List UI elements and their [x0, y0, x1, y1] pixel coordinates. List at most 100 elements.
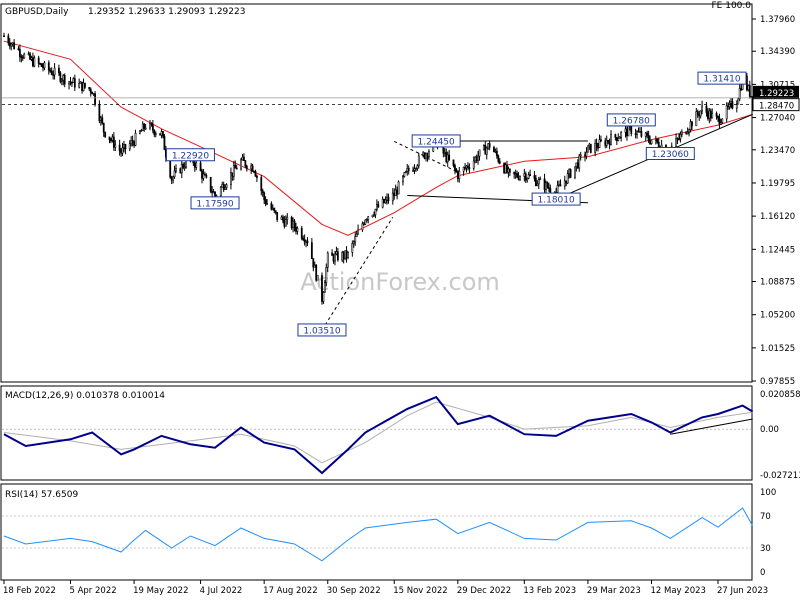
candle-body — [131, 140, 134, 143]
candle-body — [144, 127, 147, 130]
candle-body — [323, 282, 326, 293]
price-tick-label: 1.01525 — [760, 344, 795, 354]
candle-body — [575, 162, 578, 168]
candle-body — [256, 175, 258, 178]
candle-body — [678, 138, 680, 140]
candle-body — [608, 141, 611, 146]
candle-body — [534, 177, 537, 186]
candle-body — [345, 250, 348, 258]
candle-body — [138, 130, 141, 134]
candle-body — [402, 176, 404, 183]
candle-body — [423, 152, 426, 159]
candle-body — [33, 57, 36, 67]
candle-body — [730, 101, 732, 104]
candle-body — [91, 92, 94, 95]
candle-body — [282, 216, 284, 221]
candle-body — [201, 170, 203, 179]
candle-body — [306, 240, 309, 243]
candle-body — [160, 131, 163, 136]
candle-body — [452, 159, 455, 166]
candle-body — [230, 172, 232, 186]
candle-body — [547, 187, 550, 189]
candle-body — [706, 112, 709, 119]
candle-body — [578, 155, 581, 169]
candle-body — [221, 183, 224, 188]
rsi-line — [3, 507, 754, 562]
rsi-label: RSI(14) 57.6509 — [5, 490, 78, 500]
candle-body — [588, 143, 591, 147]
candle-body — [344, 250, 347, 259]
candle-body — [508, 168, 511, 173]
candle-body — [27, 53, 30, 56]
candle-body — [727, 105, 730, 108]
candle-body — [101, 117, 104, 124]
candle-body — [261, 190, 264, 194]
candle-body — [102, 122, 105, 133]
candle-body — [646, 132, 649, 136]
candle-body — [78, 83, 81, 88]
candle-body — [3, 35, 5, 38]
candle-body — [747, 85, 750, 91]
candle-body — [689, 121, 692, 131]
candle-body — [523, 173, 526, 177]
candle-body — [179, 168, 182, 174]
candle-body — [475, 156, 478, 162]
candle-body — [494, 150, 497, 153]
candle-body — [114, 144, 117, 148]
candle-body — [250, 165, 253, 170]
candle-body — [600, 139, 602, 142]
candle-body — [13, 42, 16, 50]
x-tick-label: 29 Mar 2023 — [587, 586, 641, 596]
candle-body — [377, 204, 380, 208]
candle-body — [232, 165, 235, 177]
candle-body — [708, 110, 711, 119]
candle-body — [630, 126, 633, 134]
candle-body — [719, 122, 722, 125]
candle-body — [322, 292, 325, 302]
candle-body — [594, 142, 597, 153]
candle-body — [715, 113, 718, 117]
candle-body — [373, 214, 375, 217]
candle-body — [351, 243, 354, 253]
candle-body — [584, 154, 586, 157]
macd-tick-label: -0.027213 — [760, 471, 800, 481]
candle-body — [354, 236, 357, 243]
x-tick-label: 13 Feb 2023 — [523, 586, 576, 596]
candle-body — [316, 275, 319, 281]
candle-body — [72, 78, 75, 83]
candle-body — [462, 167, 465, 172]
candle-body — [52, 74, 55, 76]
candle-body — [576, 162, 579, 169]
candle-body — [507, 168, 510, 173]
candle-body — [20, 56, 23, 58]
current-price-label: 1.29223 — [759, 89, 794, 99]
candle-body — [204, 173, 206, 176]
candle-body — [214, 191, 216, 197]
candle-body — [381, 198, 384, 208]
annotation-box — [606, 113, 656, 127]
candle-body — [183, 166, 186, 169]
candle-body — [569, 169, 572, 178]
candle-body — [610, 134, 612, 146]
candle-body — [412, 170, 414, 172]
x-tick-label: 27 Jun 2023 — [717, 586, 768, 596]
candle-body — [639, 131, 641, 133]
candle-body — [59, 72, 62, 82]
candle-body — [296, 227, 299, 232]
candle-body — [679, 134, 682, 140]
candle-body — [29, 53, 31, 60]
candle-body — [644, 132, 647, 137]
level-price-badge — [752, 98, 800, 112]
candle-body — [10, 43, 13, 47]
candle-body — [202, 173, 205, 179]
candle-body — [162, 131, 164, 137]
candle-body — [235, 167, 238, 170]
annotation-label: 1.18010 — [538, 196, 575, 206]
candle-body — [740, 88, 743, 90]
candle-body — [698, 114, 701, 117]
candle-body — [391, 192, 394, 202]
candle-body — [574, 166, 576, 178]
candle-body — [264, 199, 267, 205]
instrument-label: GBPUSD,Daily — [5, 7, 69, 17]
candle-body — [448, 154, 451, 161]
